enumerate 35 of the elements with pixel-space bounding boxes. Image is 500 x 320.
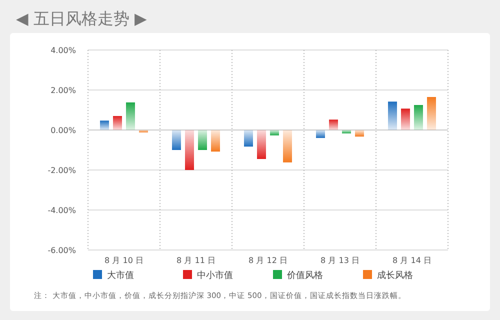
- bar: [244, 130, 253, 147]
- legend-label: 中小市值: [197, 270, 233, 281]
- bar: [329, 120, 338, 130]
- x-tick-label: 8 月 11 日: [176, 256, 216, 265]
- bar: [355, 130, 364, 137]
- bar: [388, 102, 397, 130]
- y-tick-label: -6.00%: [48, 246, 76, 255]
- bar: [414, 105, 423, 130]
- bar: [342, 130, 351, 134]
- x-tick-label: 8 月 12 日: [248, 256, 288, 265]
- y-tick-label: 0.00%: [50, 126, 76, 135]
- bar: [126, 102, 135, 130]
- bar: [427, 97, 436, 130]
- bar: [270, 130, 279, 136]
- bar: [211, 130, 220, 152]
- bar: [100, 120, 109, 130]
- chart-title: ◀ 五日风格走势 ▶: [16, 9, 148, 28]
- x-tick-label: 8 月 14 日: [392, 256, 432, 265]
- bar: [198, 130, 207, 150]
- bar: [316, 130, 325, 138]
- bar: [113, 116, 122, 130]
- legend-label: 价值风格: [286, 270, 323, 281]
- legend-label: 大市值: [107, 270, 134, 281]
- y-tick-label: 2.00%: [50, 86, 76, 95]
- legend-label: 成长风格: [377, 270, 413, 281]
- bar: [185, 130, 194, 170]
- bar: [172, 130, 181, 150]
- x-tick-label: 8 月 10 日: [104, 256, 144, 265]
- bar: [401, 108, 410, 130]
- x-tick-label: 8 月 13 日: [320, 256, 360, 265]
- y-tick-label: -4.00%: [48, 206, 76, 215]
- bar: [283, 130, 292, 162]
- y-tick-label: -2.00%: [48, 166, 76, 175]
- y-tick-label: 4.00%: [50, 46, 76, 55]
- bar: [257, 130, 266, 159]
